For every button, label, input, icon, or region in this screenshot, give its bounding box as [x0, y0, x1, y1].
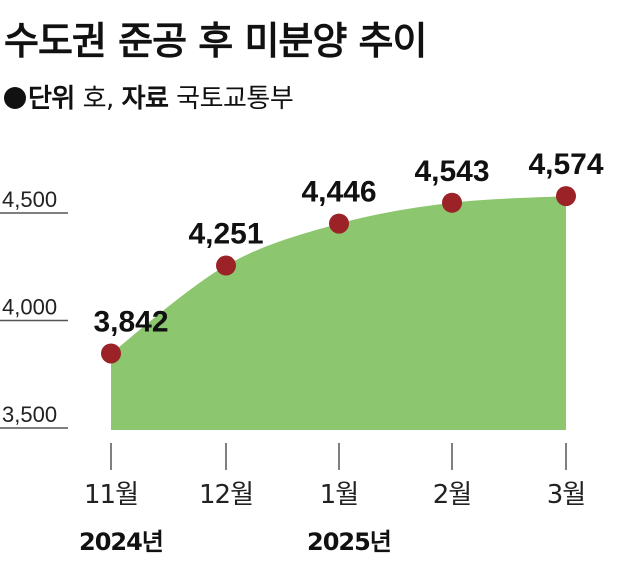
unit-value: 호, [82, 84, 115, 114]
data-value-label: 4,251 [188, 218, 263, 251]
y-tick-label: 4,500 [2, 187, 57, 212]
x-tick-label: 11월 [84, 480, 138, 510]
chart-title: 수도권 준공 후 미분양 추이 [4, 19, 427, 63]
data-point-marker [556, 186, 576, 207]
data-value-label: 4,543 [414, 155, 489, 188]
unit-label: 단위 [28, 84, 75, 114]
x-tick-label: 3월 [547, 480, 585, 510]
y-tick-label: 4,000 [2, 295, 57, 320]
bullet-icon [4, 87, 26, 109]
data-value-label: 4,574 [528, 148, 603, 181]
data-point-marker [329, 213, 349, 234]
x-tick-label: 2월 [433, 480, 471, 510]
year-label: 2025년 [307, 528, 391, 556]
data-point-marker [101, 343, 121, 364]
y-tick-label: 3,500 [2, 402, 57, 427]
area-fill [111, 196, 566, 430]
source-label: 자료 [121, 84, 169, 114]
x-tick-label: 1월 [320, 480, 358, 510]
data-point-marker [442, 192, 462, 213]
source-value: 국토교통부 [176, 84, 294, 114]
x-tick-label: 12월 [199, 480, 253, 510]
data-value-label: 4,446 [301, 176, 376, 209]
year-label: 2024년 [79, 528, 163, 556]
chart-subtitle: 단위 호, 자료 국토교통부 [4, 82, 294, 116]
data-point-marker [216, 255, 236, 276]
data-value-label: 3,842 [93, 305, 168, 338]
